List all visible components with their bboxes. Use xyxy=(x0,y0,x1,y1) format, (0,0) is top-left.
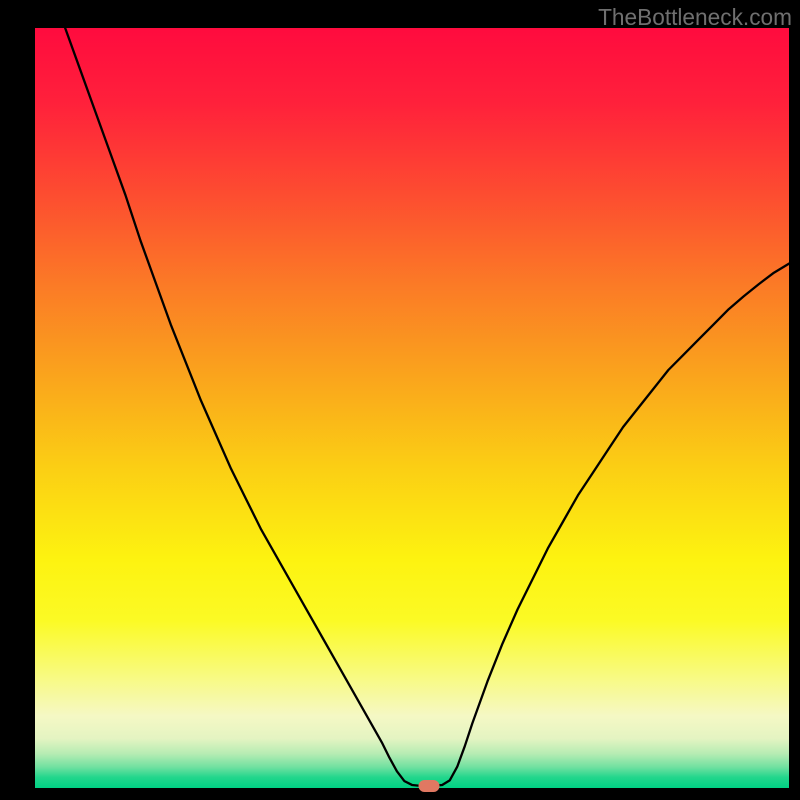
optimal-point-marker xyxy=(419,780,440,792)
plot-area xyxy=(35,28,789,788)
bottleneck-curve xyxy=(65,28,789,786)
curve-svg xyxy=(35,28,789,788)
chart-container: TheBottleneck.com xyxy=(0,0,800,800)
watermark-text: TheBottleneck.com xyxy=(598,4,792,31)
